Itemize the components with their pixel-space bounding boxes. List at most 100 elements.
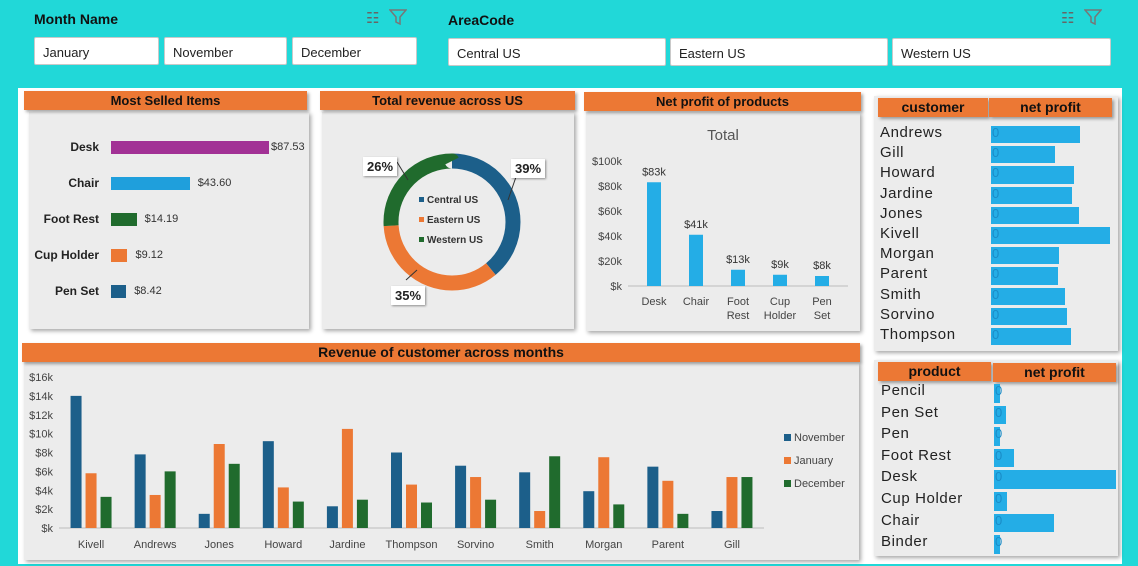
y-tick-label: $4k — [35, 485, 53, 497]
net-profit-databar — [994, 470, 1116, 489]
revenue-bar-december — [164, 471, 176, 528]
y-tick-label: $2k — [35, 504, 53, 516]
x-tick-label: Sorvino — [457, 539, 494, 551]
table-row-name: Pen Set — [881, 403, 939, 421]
most-selled-label: Chair — [68, 176, 99, 190]
clear-filter-icon[interactable] — [1083, 9, 1104, 29]
net-profit-products-panel — [586, 112, 860, 331]
revenue-bar-november — [134, 454, 146, 528]
net-profit-value: 0 — [995, 534, 1003, 550]
slicer-area-central[interactable]: Central US — [448, 38, 666, 66]
net-profit-databar — [991, 146, 1056, 164]
revenue-bar-november — [455, 465, 467, 528]
multi-select-icon[interactable]: ☷ — [366, 10, 380, 27]
revenue-bar-november — [519, 472, 531, 528]
revenue-bar-december — [741, 477, 753, 528]
revenue-bar-january — [213, 444, 225, 528]
y-tick-label: $12k — [29, 410, 53, 422]
clear-filter-icon[interactable] — [388, 9, 409, 29]
most-selled-chart: Desk $87.53 Chair $43.60 Foot Rest $14.19 Cup … — [29, 112, 309, 329]
table-row-name: Desk — [881, 468, 918, 486]
revenue-bar-november — [198, 513, 210, 528]
x-tick-label: Desk — [641, 296, 667, 308]
x-tick-label: Rest — [727, 310, 750, 322]
net-profit-databar — [991, 126, 1081, 144]
y-tick-label: $6k — [35, 466, 53, 478]
legend-label: December — [794, 478, 845, 490]
revenue-bar-january — [598, 457, 610, 528]
most-selled-label: Pen Set — [54, 284, 99, 298]
legend-label: Central US — [427, 195, 478, 206]
most-selled-value: $43.60 — [197, 177, 232, 189]
legend-swatch — [419, 197, 424, 202]
net-profit-value: 0 — [995, 447, 1003, 463]
data-label: 26% — [367, 159, 393, 174]
table-row-name: Smith — [880, 285, 922, 303]
slicer-month-november[interactable]: November — [164, 37, 287, 65]
donut-slice-western-us — [383, 153, 521, 291]
revenue-bar-december — [677, 513, 689, 528]
y-tick-label: $k — [610, 281, 622, 293]
net-profit-value: 0 — [992, 145, 1000, 161]
revenue-bar-january — [149, 494, 161, 528]
y-tick-label: $10k — [29, 429, 53, 441]
product-profit-bar — [731, 269, 745, 286]
net-profit-databar — [991, 166, 1075, 184]
x-tick-label: Foot — [727, 296, 749, 308]
table-row-name: Pen — [881, 425, 910, 443]
x-tick-label: Smith — [526, 539, 554, 551]
data-label-box — [511, 159, 545, 178]
most-selled-value: $14.19 — [144, 213, 179, 225]
net-profit-value: 0 — [992, 327, 1000, 342]
y-tick-label: $100k — [592, 156, 622, 168]
revenue-bar-december — [228, 463, 240, 528]
y-tick-label: $60k — [598, 206, 622, 218]
net-profit-databar — [994, 384, 1001, 403]
most-selled-title: Most Selled Items — [24, 91, 307, 110]
y-tick-label: $14k — [29, 391, 53, 403]
slicer-area-eastern[interactable]: Eastern US — [670, 38, 888, 66]
most-selled-bar — [111, 213, 137, 226]
revenue-us-panel — [322, 112, 574, 329]
net-profit-databar — [991, 206, 1080, 224]
net-profit-databar — [991, 328, 1071, 346]
revenue-bar-november — [326, 506, 338, 528]
slicer-area-western[interactable]: Western US — [892, 38, 1111, 66]
y-tick-label: $80k — [598, 181, 622, 193]
revenue-customer-chart: $16k $14k $12k $10k $8k $6k $4k $2k $k Kivell Andr… — [29, 372, 845, 551]
slicer-month-january[interactable]: January — [34, 37, 159, 65]
donut-slice-eastern-us — [383, 153, 521, 291]
month-slicer-title: Month Name — [34, 11, 118, 27]
revenue-bar-december — [356, 499, 368, 528]
revenue-bar-january — [406, 484, 417, 528]
revenue-bar-december — [292, 501, 304, 528]
x-tick-label: Howard — [264, 539, 302, 551]
net-profit-value: 0 — [992, 226, 1000, 241]
x-tick-label: Holder — [764, 310, 797, 322]
table-row-name: Parent — [880, 265, 928, 283]
most-selled-label: Cup Holder — [34, 248, 99, 262]
revenue-customer-title: Revenue of customer across months — [22, 343, 860, 362]
revenue-us-donut: Central US Eastern US Western US 39% 35% 26% — [363, 153, 545, 305]
data-label: 39% — [515, 161, 541, 176]
table-row-name: Gill — [880, 144, 905, 162]
net-profit-products-title: Net profit of products — [584, 92, 861, 111]
revenue-bar-january — [662, 480, 674, 528]
y-tick-label: $k — [41, 523, 53, 535]
bar-data-label: $9k — [771, 259, 789, 271]
bar-data-label: $41k — [684, 219, 708, 231]
legend-swatch — [784, 434, 791, 441]
data-label: 35% — [395, 288, 421, 303]
x-tick-label: Kivell — [78, 539, 104, 551]
chart-title: Total — [707, 127, 739, 144]
multi-select-icon[interactable]: ☷ — [1061, 10, 1075, 27]
x-tick-label: Jones — [205, 539, 235, 551]
leader-line — [507, 173, 518, 201]
slicer-month-december[interactable]: December — [292, 37, 417, 65]
data-label-box — [363, 157, 397, 176]
revenue-bar-november — [391, 452, 402, 528]
net-profit-databar — [991, 247, 1059, 265]
legend-swatch — [784, 480, 791, 487]
x-tick-label: Set — [814, 310, 831, 322]
product-profit-bar — [647, 182, 661, 286]
